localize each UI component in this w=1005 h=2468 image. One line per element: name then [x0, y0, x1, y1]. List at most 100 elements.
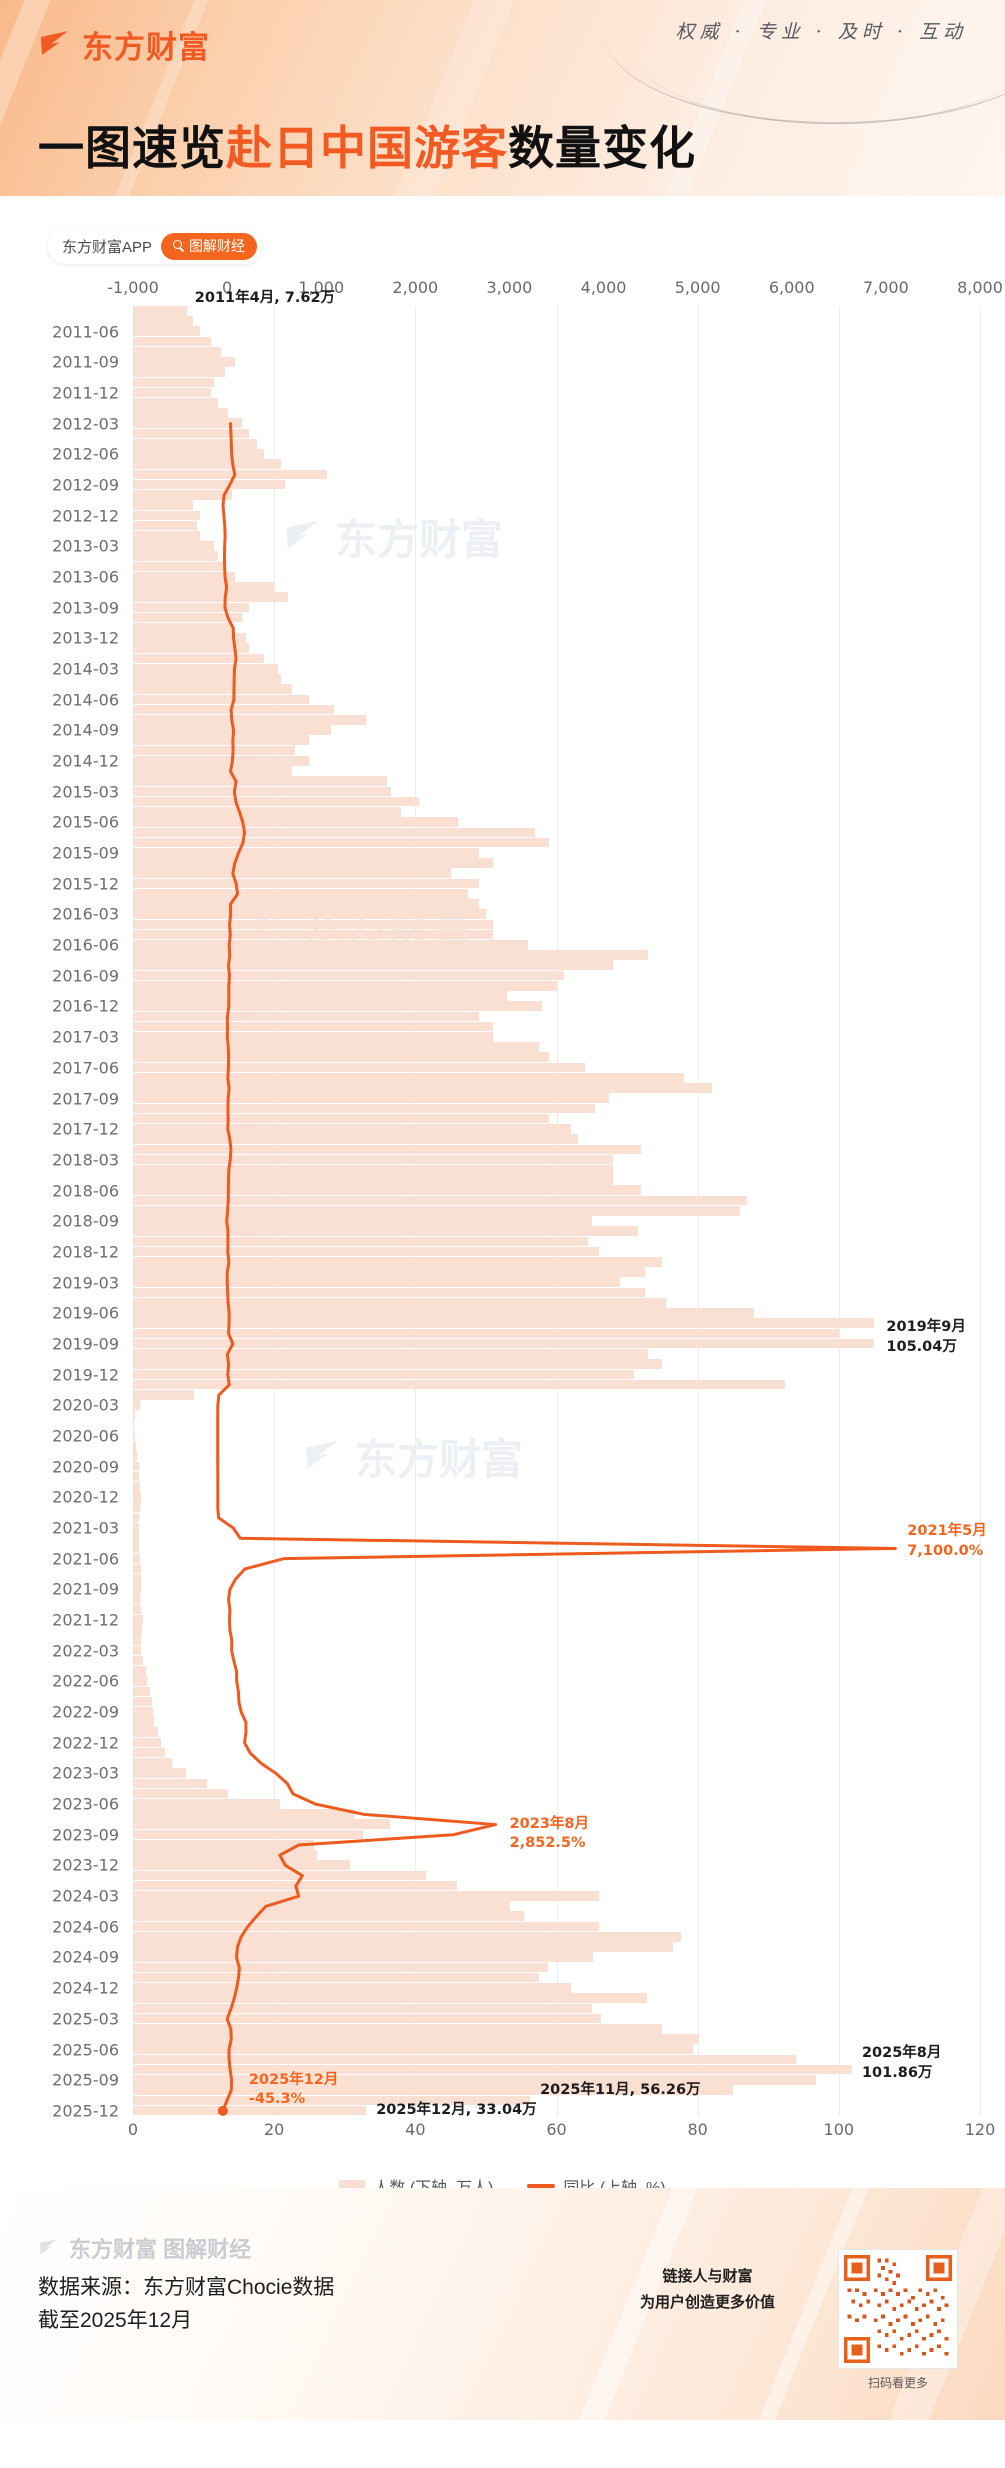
bar [133, 469, 328, 480]
data-source: 数据来源：东方财富Chocie数据 截至2025年12月 [38, 2272, 334, 2337]
y-axis-tick-label: 2025-12 [52, 2101, 119, 2121]
bar [133, 1768, 186, 1778]
bar [133, 1001, 543, 1011]
top-axis-tick: 3,000 [486, 278, 533, 297]
y-axis-tick-label: 2016-06 [52, 935, 119, 955]
bar [133, 1655, 143, 1666]
bar [133, 980, 557, 991]
bar [133, 643, 250, 654]
header-swoosh-decoration [625, 40, 1005, 124]
bar [133, 786, 391, 797]
bar [133, 1839, 314, 1850]
data-source-line2: 截至2025年12月 [38, 2308, 193, 2332]
bar [133, 1226, 638, 1236]
top-axis-tick: 2,000 [392, 278, 439, 297]
bar [133, 755, 310, 766]
bar [133, 1809, 354, 1819]
bar [133, 1758, 172, 1768]
app-badge[interactable]: 东方财富APP 图解财经 [48, 228, 263, 264]
bar [133, 694, 310, 705]
bar [133, 479, 285, 490]
bar [133, 316, 193, 326]
qr-caption: 扫码看更多 [867, 2376, 928, 2390]
bar [133, 909, 486, 919]
bar [133, 398, 218, 408]
bar [133, 1604, 142, 1615]
bar [133, 1124, 571, 1134]
top-axis-tick: 6,000 [768, 278, 815, 297]
bar [133, 919, 493, 930]
bar [133, 449, 264, 459]
bar [133, 2095, 531, 2106]
bar [133, 663, 278, 674]
bar [133, 520, 197, 531]
app-badge-pill[interactable]: 图解财经 [161, 232, 258, 260]
y-axis-tick-label: 2017-03 [52, 1027, 119, 1047]
bar [133, 1921, 599, 1932]
gridline [838, 306, 840, 2116]
bar [133, 1625, 143, 1635]
page-title-part3: 数量变化 [508, 121, 696, 175]
y-axis-tick-label: 2014-03 [52, 659, 119, 679]
bar [133, 684, 292, 694]
bar [133, 387, 211, 398]
eastmoney-logo-icon [38, 28, 72, 62]
annotation-line1: 2025年11月, 56.26万 [540, 2081, 701, 2098]
bar [133, 377, 215, 388]
bar [133, 1257, 663, 1267]
bar [133, 408, 229, 418]
footer-watermark-text: 东方财富 图解财经 [69, 2237, 252, 2262]
bar [133, 1297, 666, 1308]
bar [133, 1502, 141, 1513]
bar [133, 940, 529, 950]
bar [133, 1011, 479, 1022]
footer-slogan: 链接人与财富 为用户创造更多价值 [640, 2264, 775, 2315]
app-badge-label: 东方财富APP [62, 238, 153, 256]
page-title-part2: 赴日中国游客 [226, 121, 508, 175]
eastmoney-logo-icon [38, 2237, 60, 2259]
bar [133, 306, 187, 316]
bar [133, 1389, 195, 1400]
bar [133, 1216, 592, 1226]
bar [133, 1379, 786, 1390]
y-axis-tick-label: 2012-09 [52, 475, 119, 495]
bar [133, 1891, 599, 1901]
bar [133, 1635, 142, 1645]
y-axis-tick-label: 2014-12 [52, 751, 119, 771]
bar [133, 991, 508, 1001]
bar [133, 1727, 159, 1738]
bar [133, 2003, 592, 2014]
bar [133, 1553, 141, 1564]
bar [133, 582, 275, 592]
bar [133, 1778, 208, 1789]
y-axis-tick-label: 2020-03 [52, 1395, 119, 1415]
footer-slogan-line1: 链接人与财富 [662, 2268, 753, 2285]
y-axis-tick-label: 2015-09 [52, 843, 119, 863]
bar [133, 776, 388, 787]
bar [133, 459, 282, 469]
top-axis-tick: 5,000 [674, 278, 721, 297]
bar [133, 970, 564, 981]
top-axis-tick: 1,000 [298, 278, 345, 297]
bar [133, 551, 218, 562]
bar [133, 745, 296, 756]
bottom-axis-tick: 60 [546, 2120, 567, 2139]
y-axis-tick-label: 2016-09 [52, 966, 119, 986]
bar [133, 1543, 140, 1553]
y-axis-tick-label: 2025-03 [52, 2009, 119, 2029]
bar [133, 1983, 571, 1993]
annotation-nov2025: 2025年11月, 56.26万 [540, 2081, 700, 2101]
bar [133, 1359, 663, 1369]
y-axis-tick-label: 2022-12 [52, 1733, 119, 1753]
app-badge-pill-label: 图解财经 [189, 238, 246, 254]
bar [133, 1021, 493, 1032]
bar [133, 1717, 155, 1727]
bar [133, 1512, 139, 1523]
bar [133, 2064, 852, 2075]
y-axis-tick-label: 2017-12 [52, 1119, 119, 1139]
bar [133, 1287, 645, 1298]
plot-area: 东方财富 东方财富 东方财富 2011年4月, 7.62万2019年9月105.… [133, 290, 987, 2118]
qr-code[interactable] [839, 2250, 957, 2368]
bar [133, 2023, 663, 2034]
y-axis-tick-label: 2020-06 [52, 1426, 119, 1446]
